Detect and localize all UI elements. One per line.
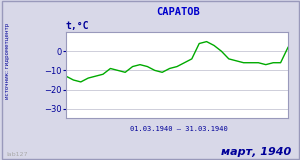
Text: t,°C: t,°C xyxy=(66,21,89,31)
Text: lab127: lab127 xyxy=(6,152,28,157)
Text: 01.03.1940 – 31.03.1940: 01.03.1940 – 31.03.1940 xyxy=(130,126,227,132)
Text: САРАТОВ: САРАТОВ xyxy=(157,7,200,17)
Text: источник: гидрометцентр: источник: гидрометцентр xyxy=(5,23,10,99)
Text: март, 1940: март, 1940 xyxy=(221,147,291,157)
